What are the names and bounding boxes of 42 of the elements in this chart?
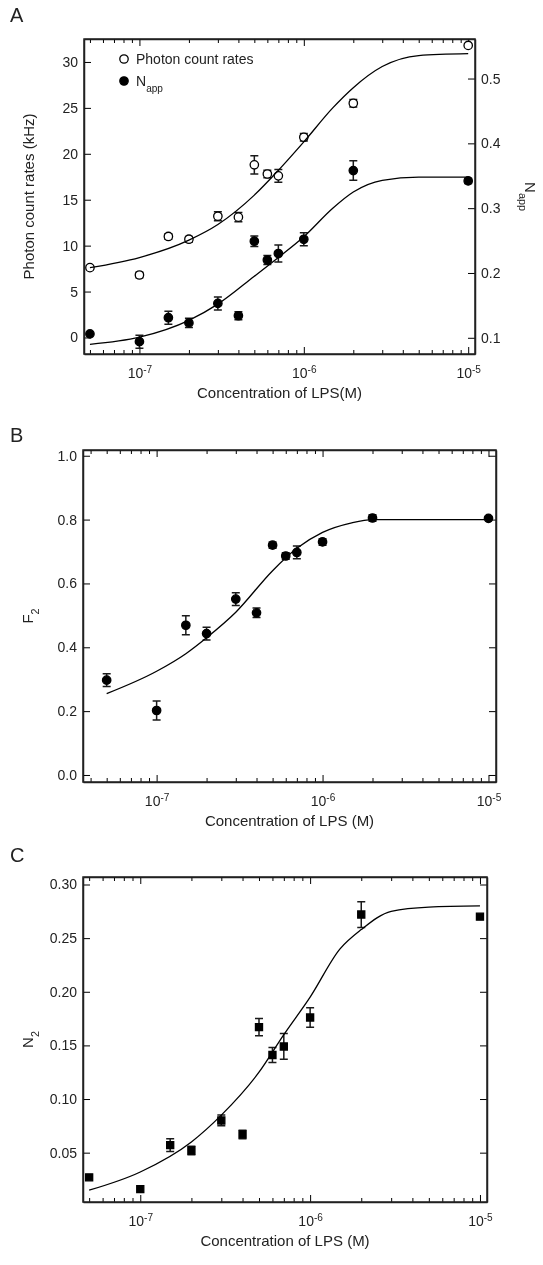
x-tick-label: 10$^{-6}$ xyxy=(310,791,336,809)
y-tick-label: 20 xyxy=(62,145,79,162)
y-tick-label: 25 xyxy=(62,99,79,116)
legend-label: Photon count rates xyxy=(136,51,254,67)
y-tick-label: 0.10 xyxy=(49,1091,78,1108)
y-tick-label: 0.15 xyxy=(49,1037,78,1054)
y2-tick-label: 0.4 xyxy=(481,135,501,152)
x-tick-label: 10$^{-6}$ xyxy=(292,363,317,381)
y-tick-label: 0.6 xyxy=(57,575,78,592)
x-axis-title: Concentration of LPS (M) xyxy=(204,812,375,829)
x-tick-label: 10$^{-5}$ xyxy=(468,1211,494,1229)
y2-tick-label: 0.1 xyxy=(481,329,501,346)
y-tick-label: 0.4 xyxy=(57,639,78,656)
x-tick-label: 10$^{-7}$ xyxy=(128,1211,154,1229)
y-tick-label: 0.25 xyxy=(49,930,78,947)
x-axis-title: Concentration of LPS (M) xyxy=(200,1232,370,1249)
x-tick-label: 10$^{-6}$ xyxy=(298,1211,324,1229)
chart-title: B xyxy=(10,424,24,446)
y-tick-label: 0.0 xyxy=(57,766,78,783)
y-tick-label: 0.8 xyxy=(57,511,78,528)
y-tick-label: 5 xyxy=(70,283,79,300)
y-tick-label: 15 xyxy=(62,191,79,208)
y-tick-label: 0.30 xyxy=(49,876,78,893)
y-axis-title: Photon count rates (kHz) xyxy=(20,113,37,280)
y2-tick-label: 0.5 xyxy=(481,70,501,87)
y-tick-label: 1.0 xyxy=(57,447,78,464)
y2-tick-label: 0.3 xyxy=(481,200,501,217)
y-tick-label: 0.2 xyxy=(57,703,78,720)
y-tick-label: 30 xyxy=(62,53,79,70)
y2-tick-label: 0.2 xyxy=(481,264,501,281)
x-tick-label: 10$^{-5}$ xyxy=(456,363,482,381)
x-axis-title: Concentration of LPS(M) xyxy=(196,384,363,401)
x-tick-label: 10$^{-5}$ xyxy=(476,791,502,809)
x-tick-label: 10$^{-7}$ xyxy=(127,363,153,381)
legend-label: N$_{app}$ xyxy=(136,73,164,94)
x-tick-label: 10$^{-7}$ xyxy=(144,791,170,809)
chart-title: A xyxy=(10,4,24,26)
y-tick-label: 0.20 xyxy=(49,983,78,1000)
y-tick-label: 10 xyxy=(62,237,79,254)
chart-title: C xyxy=(10,844,25,866)
y-tick-label: 0 xyxy=(70,329,79,346)
y-tick-label: 0.05 xyxy=(49,1144,78,1161)
